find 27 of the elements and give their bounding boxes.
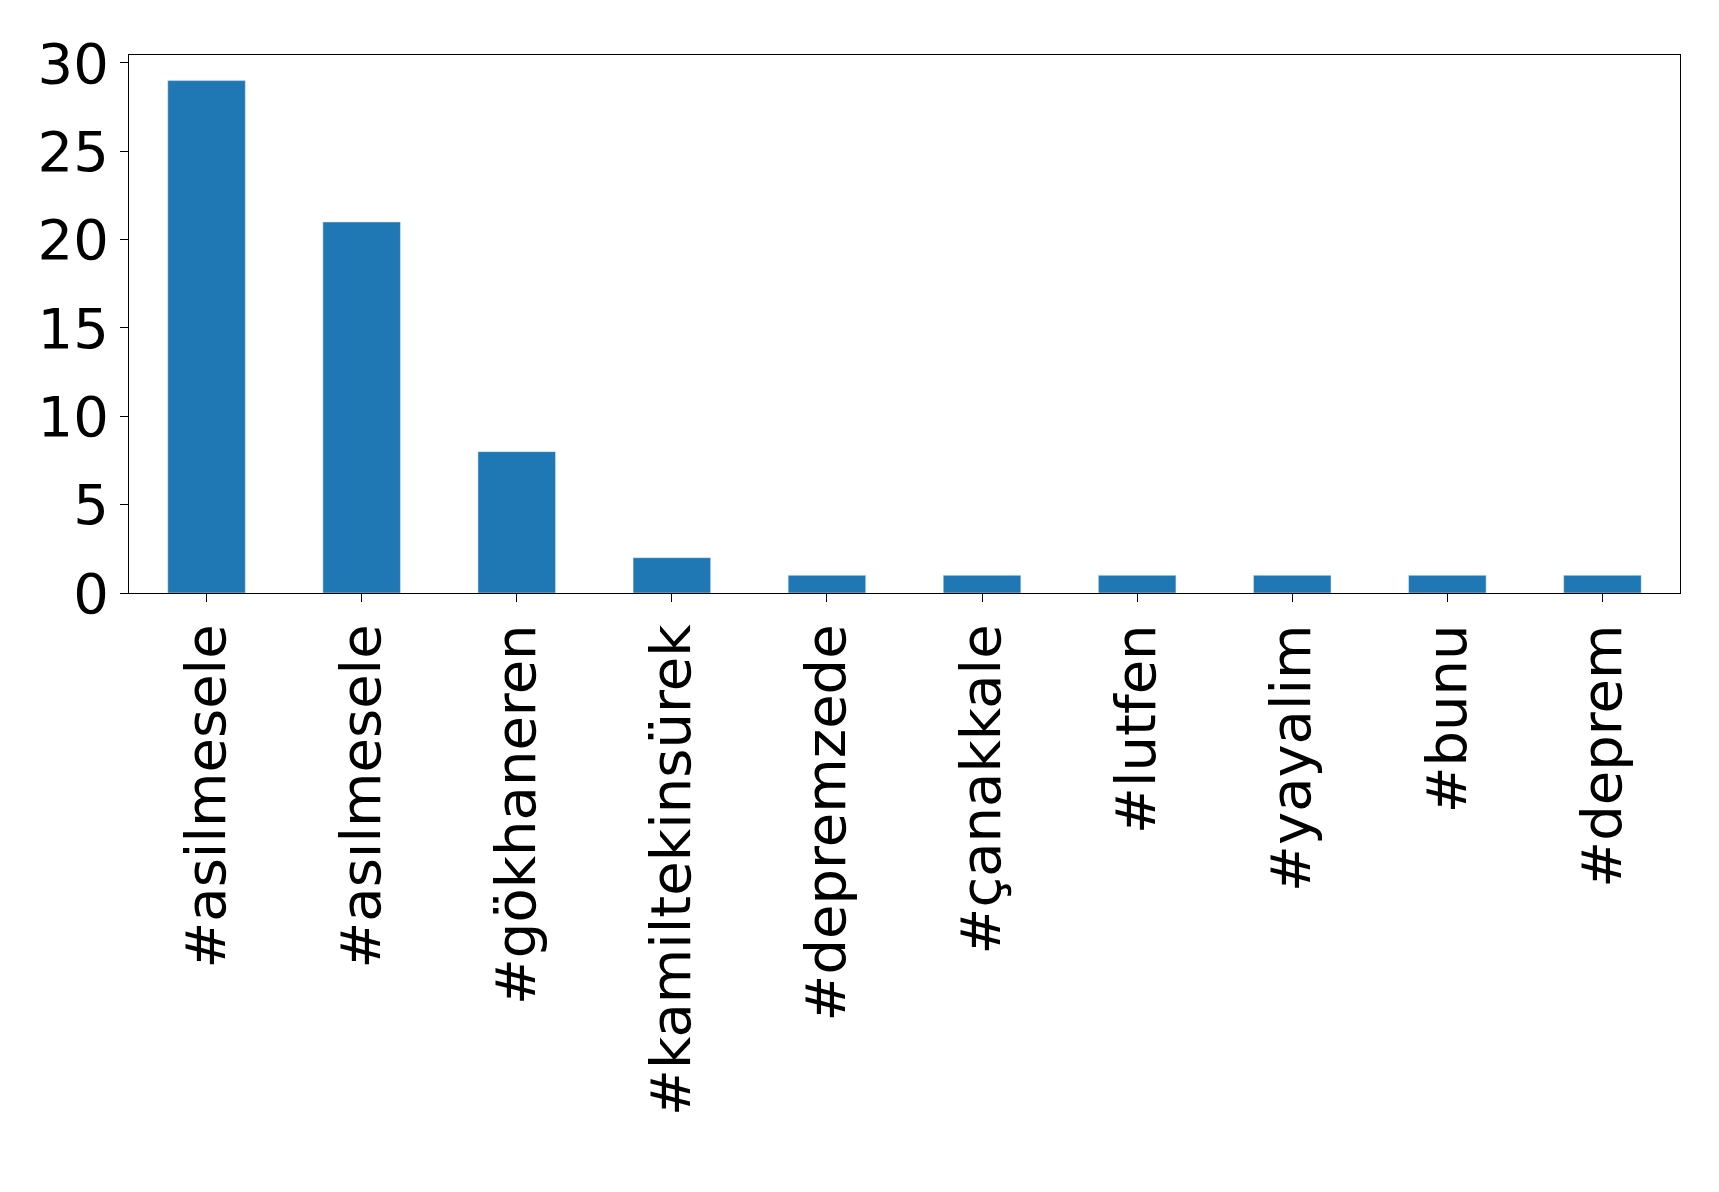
x-tick-label: #bunu — [1413, 624, 1479, 814]
x-tick-label: #deprem — [1568, 624, 1634, 888]
x-tick-label: #asılmesele — [327, 624, 393, 969]
bar — [632, 557, 711, 593]
x-tick-label: #kamiltekinsürek — [638, 623, 704, 1116]
bar — [477, 451, 556, 593]
bar — [1253, 575, 1332, 593]
bar — [1098, 575, 1177, 593]
y-tick-label: 20 — [37, 207, 109, 273]
x-tick-label: #gökhaneren — [482, 624, 548, 1006]
x-tick-label: #depremzede — [793, 624, 859, 1022]
x-tick-label: #yayalim — [1258, 624, 1324, 892]
y-tick-label: 30 — [37, 30, 109, 96]
y-tick-label: 5 — [73, 472, 109, 538]
y-tick-label: 25 — [37, 118, 109, 184]
x-tick-label: #asilmesele — [172, 624, 238, 969]
bar — [943, 575, 1022, 593]
y-tick-label: 15 — [37, 295, 109, 361]
bar — [167, 80, 246, 593]
bar — [1563, 575, 1642, 593]
bar — [787, 575, 866, 593]
bar — [322, 221, 401, 593]
y-tick-label: 10 — [37, 383, 109, 449]
y-tick-label: 0 — [73, 560, 109, 626]
x-tick-label: #lutfen — [1103, 624, 1169, 834]
x-tick-label: #çanakkale — [948, 624, 1014, 955]
bar — [1408, 575, 1487, 593]
